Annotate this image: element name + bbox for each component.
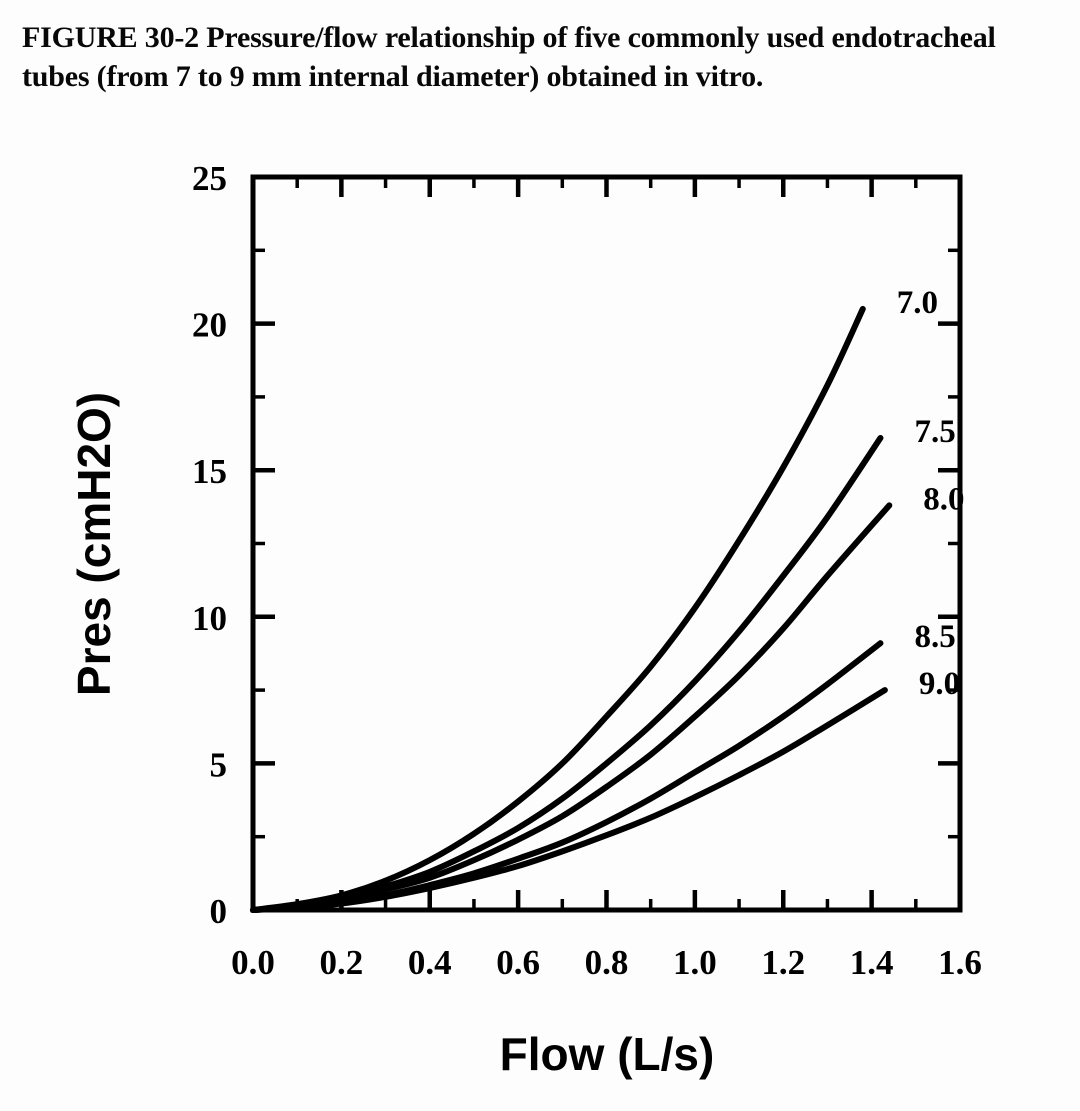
y-tick-label: 20 [192,306,227,345]
x-tick-label: 1.2 [761,943,805,982]
y-axis-tick-labels: 0 5 10 15 20 25 [192,159,227,931]
x-tick-label: 0.0 [231,943,275,982]
x-axis-tick-labels: 0.0 0.2 0.4 0.6 0.8 1.0 1.2 1.4 1.6 [231,943,982,982]
data-curves [250,305,893,913]
series-label-8.5: 8.5 [914,619,955,655]
series-label-7.0: 7.0 [897,285,938,321]
series-label-7.5: 7.5 [914,414,955,450]
x-tick-label: 0.2 [320,943,364,982]
series-labels-group: 7.0 7.5 8.0 8.5 9.0 [897,285,965,702]
y-tick-label: 10 [192,599,227,638]
x-tick-label: 0.6 [496,943,540,982]
x-tick-label: 1.6 [938,943,982,982]
y-tick-label: 0 [210,892,228,931]
x-tick-label: 0.4 [408,943,452,982]
series-label-9.0: 9.0 [919,666,960,702]
curve-8.0 [250,502,893,913]
x-tick-label: 1.0 [673,943,717,982]
y-tick-label: 15 [192,452,227,491]
series-label-8.0: 8.0 [923,481,964,517]
curve-7.0 [250,305,866,913]
x-tick-label: 0.8 [585,943,629,982]
y-axis-ticks [253,174,960,913]
y-tick-label: 5 [210,745,228,784]
curve-8.5 [250,640,884,913]
figure-caption: FIGURE 30-2 Pressure/flow relationship o… [22,21,996,93]
pressure-flow-chart: 0.0 0.2 0.4 0.6 0.8 1.0 1.2 1.4 1.6 0 5 10 15 20 25 7… [68,159,982,1080]
chart-plot-area: 0.0 0.2 0.4 0.6 0.8 1.0 1.2 1.4 1.6 0 5 10 15 20 25 7… [0,140,1080,1111]
x-axis-ticks [250,177,963,910]
x-tick-label: 1.4 [850,943,894,982]
y-tick-label: 25 [192,159,227,198]
x-axis-title: Flow (L/s) [500,1028,715,1080]
y-axis-title: Pres (cmH2O) [68,392,120,696]
curve-9.0 [250,687,888,913]
